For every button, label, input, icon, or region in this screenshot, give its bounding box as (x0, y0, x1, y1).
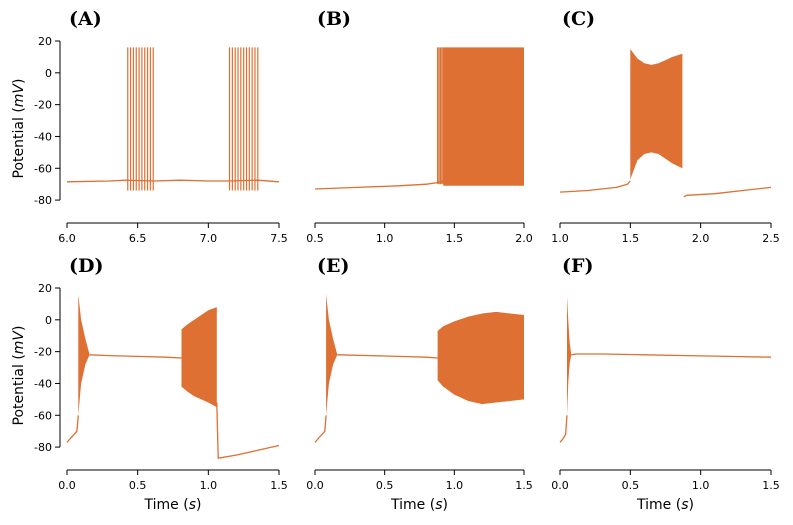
panel-label: (A) (69, 8, 102, 30)
x-tick-label: 1.5 (446, 232, 464, 245)
trace-line (66, 415, 79, 443)
panel-label: (E) (317, 255, 349, 277)
oscillation-band (630, 49, 683, 180)
trace-line (683, 186, 772, 198)
y-tick-label: -40 (34, 377, 52, 390)
oscillation-band (326, 294, 338, 416)
x-tick-label: 1.0 (376, 232, 394, 245)
trace-line (89, 354, 182, 359)
x-tick-label: 0.5 (306, 232, 324, 245)
x-tick-label: 1.0 (551, 232, 569, 245)
x-tick-label: 6.0 (58, 232, 76, 245)
x-tick-label: 1.5 (270, 479, 288, 492)
oscillation-band (181, 307, 217, 408)
x-tick-label: 1.0 (692, 479, 710, 492)
y-axis-label-close: ) (11, 326, 27, 331)
panel-label: (C) (562, 8, 595, 30)
y-axis-label-text: Potential ( (11, 107, 27, 178)
trace-line (337, 354, 438, 359)
x-axis-label-close: ) (443, 497, 448, 513)
x-axis-label-close: ) (689, 497, 694, 513)
panel-1: (A) 6.0 6.5 7.0 7.5 20 0 -20 -40 -60 -80 Potential … (11, 8, 288, 245)
oscillation-band (443, 47, 524, 186)
y-tick-label: 0 (45, 314, 52, 327)
panel-label: (D) (69, 255, 103, 277)
y-axis-label: Potential (mV) (11, 79, 27, 179)
x-tick-label: 0.5 (622, 479, 640, 492)
x-tick-label: 0.0 (551, 479, 569, 492)
panel-3: (C) 1.0 1.5 2.0 2.5 (551, 8, 780, 245)
trace-line (559, 415, 568, 443)
x-tick-label: 1.0 (446, 479, 464, 492)
x-axis-label-text: Time ( (636, 497, 681, 513)
trace-line (571, 353, 772, 358)
x-tick-label: 1.0 (200, 479, 218, 492)
y-tick-label: -80 (34, 441, 52, 454)
x-tick-label: 0.0 (306, 479, 324, 492)
trace-line (314, 415, 327, 443)
y-tick-label: -60 (34, 409, 52, 422)
x-tick-label: 7.0 (200, 232, 218, 245)
trace-line (559, 180, 631, 193)
oscillation-band (567, 296, 572, 416)
x-tick-label: 0.0 (58, 479, 76, 492)
panel-5: (E) 0.0 0.5 1.0 1.5 Time (s) (306, 255, 533, 513)
x-tick-label: 2.0 (692, 232, 710, 245)
x-tick-label: 7.5 (270, 232, 288, 245)
panel-2: (B) 0.5 1.0 1.5 2.0 (306, 8, 533, 245)
y-axis-label-unit: mV (11, 330, 27, 355)
x-axis-label: Time (s) (390, 497, 448, 513)
panel-label: (F) (562, 255, 593, 277)
y-tick-label: 20 (38, 35, 52, 48)
y-tick-label: -60 (34, 162, 52, 175)
x-tick-label: 2.5 (762, 232, 780, 245)
trace-line (66, 179, 280, 183)
x-tick-label: 0.5 (129, 479, 147, 492)
oscillation-band (78, 294, 90, 416)
trace-line (216, 402, 280, 459)
oscillation-band (437, 311, 524, 405)
y-axis-label-unit: mV (11, 83, 27, 108)
x-axis-label: Time (s) (144, 497, 202, 513)
x-tick-label: 1.5 (515, 479, 533, 492)
x-axis-label-close: ) (196, 497, 201, 513)
y-tick-label: -20 (34, 99, 52, 112)
x-axis-label-unit: s (189, 497, 196, 513)
x-tick-label: 2.0 (515, 232, 533, 245)
y-tick-label: -40 (34, 130, 52, 143)
trace-line (314, 180, 444, 190)
panel-label: (B) (317, 8, 351, 30)
x-axis-label-unit: s (435, 497, 442, 513)
y-axis-label-text: Potential ( (11, 354, 27, 425)
x-tick-label: 0.5 (376, 479, 394, 492)
x-axis-label: Time (s) (636, 497, 694, 513)
y-axis-label: Potential (mV) (11, 326, 27, 426)
y-tick-label: 20 (38, 282, 52, 295)
x-tick-label: 1.5 (622, 232, 640, 245)
panel-4: (D) 0.0 0.5 1.0 1.5 20 0 -20 -40 -60 -80 Potential … (11, 255, 288, 513)
x-tick-label: 1.5 (762, 479, 780, 492)
y-tick-label: 0 (45, 67, 52, 80)
panel-6: (F) 0.0 0.5 1.0 1.5 Time (s) (551, 255, 780, 513)
x-axis-label-text: Time ( (144, 497, 189, 513)
x-axis-label-unit: s (681, 497, 688, 513)
x-tick-label: 6.5 (129, 232, 147, 245)
y-axis-label-close: ) (11, 79, 27, 84)
y-tick-label: -20 (34, 346, 52, 359)
x-axis-label-text: Time ( (390, 497, 435, 513)
y-tick-label: -80 (34, 194, 52, 207)
